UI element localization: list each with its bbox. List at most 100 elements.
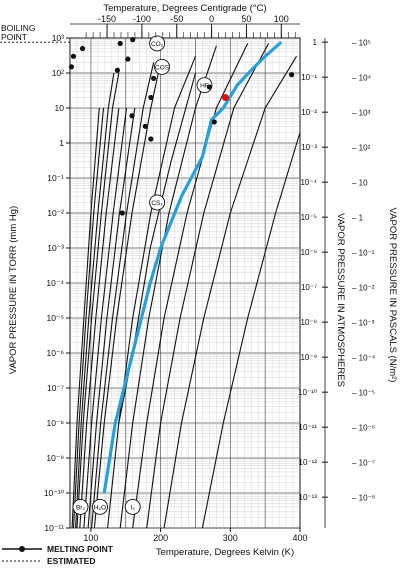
atm-tick-label: 10⁻¹ bbox=[301, 73, 317, 82]
series-label: I₂ bbox=[131, 504, 136, 511]
pa-tick-label: – 10 bbox=[352, 178, 368, 187]
series-label: CS₂ bbox=[151, 200, 163, 207]
atm-tick-label: 10⁻⁵ bbox=[301, 213, 317, 222]
atm-tick-label: 10⁻¹⁰ bbox=[298, 388, 317, 397]
top-axis-label: Temperature, Degrees Centigrade (°C) bbox=[103, 3, 266, 14]
left-tick-label: 10⁻⁵ bbox=[47, 313, 64, 323]
left-tick-label: 10⁻⁶ bbox=[47, 348, 64, 358]
series-line-s6 bbox=[83, 107, 128, 529]
left-tick-label: 10² bbox=[52, 68, 64, 78]
atm-tick-label: 10⁻² bbox=[301, 108, 317, 117]
left-tick-label: 10⁻⁸ bbox=[46, 418, 64, 428]
atm-tick-label: 10⁻³ bbox=[301, 143, 317, 152]
top-tick-label: -100 bbox=[133, 14, 151, 24]
series-line-s14 bbox=[146, 43, 270, 529]
left-tick-label: 10⁻⁹ bbox=[46, 453, 64, 463]
top-tick-label: -150 bbox=[98, 14, 116, 24]
pa-tick-label: – 10² bbox=[352, 143, 371, 152]
legend-estimated: ESTIMATED bbox=[47, 556, 95, 566]
left-tick-label: 10⁻³ bbox=[47, 243, 64, 253]
left-axis-label: VAPOR PRESSURE IN TORR (mm Hg) bbox=[8, 206, 19, 374]
left-tick-label: 10⁻¹ bbox=[47, 173, 64, 183]
series-line-s2 bbox=[72, 107, 105, 529]
atm-tick-label: 10⁻⁸ bbox=[301, 318, 318, 327]
melting-point-marker bbox=[129, 113, 135, 119]
boiling-point-label-2: POINT bbox=[1, 32, 27, 42]
melting-point-marker bbox=[119, 210, 125, 216]
melting-point-marker bbox=[142, 123, 148, 129]
melting-point-marker bbox=[206, 84, 212, 90]
series-label-circle bbox=[72, 498, 89, 515]
series-label: Br₂ bbox=[76, 504, 86, 511]
pa-axis-label: VAPOR PRESSURE IN PASCALS (N/m²) bbox=[387, 208, 398, 383]
series-label-circle bbox=[92, 498, 108, 515]
series-label: CO₂ bbox=[151, 41, 164, 48]
melting-point-marker bbox=[125, 56, 131, 62]
left-tick-label: 10³ bbox=[52, 33, 64, 43]
pa-tick-label: – 10⁻⁸ bbox=[352, 493, 375, 502]
melting-points bbox=[68, 37, 295, 216]
series-line-s5 bbox=[79, 107, 120, 529]
series-line-h2o bbox=[102, 40, 283, 494]
atm-axis-label: VAPOR PRESSURE IN ATMOSPHERES bbox=[335, 213, 346, 387]
series-label-circle bbox=[124, 498, 141, 515]
series-line-s3 bbox=[75, 72, 115, 529]
atm-tick-label: 10⁻⁷ bbox=[301, 283, 317, 292]
atm-tick-label: 10⁻¹³ bbox=[299, 493, 318, 502]
atm-tick-label: 10⁻⁴ bbox=[300, 178, 317, 187]
series-label-circle bbox=[154, 58, 170, 75]
melting-point-marker bbox=[211, 119, 217, 125]
bottom-axis-label: Temperature, Degrees Kelvin (K) bbox=[156, 547, 294, 558]
atm-tick-label: 10⁻¹² bbox=[299, 458, 318, 467]
series-line-s15 bbox=[163, 56, 297, 529]
series-line-s13 bbox=[132, 43, 249, 529]
boiling-point-label: BOILING bbox=[1, 23, 35, 33]
top-tick-label: -50 bbox=[170, 14, 183, 24]
series-label: COS bbox=[155, 64, 170, 71]
melting-point-marker bbox=[289, 72, 295, 78]
legend-melting-point: MELTING POINT bbox=[47, 544, 114, 554]
melting-point-marker bbox=[130, 37, 136, 43]
left-tick-label: 10⁻¹¹ bbox=[44, 523, 64, 533]
series-line-s9 bbox=[93, 62, 162, 529]
pa-tick-label: – 10⁻³ bbox=[352, 318, 375, 327]
pa-tick-label: – 10⁵ bbox=[352, 38, 371, 47]
left-tick-label: 10⁻⁷ bbox=[47, 383, 64, 393]
left-tick-label: 10⁻⁴ bbox=[46, 278, 64, 288]
series-line-s4 bbox=[76, 72, 120, 529]
melting-point-marker bbox=[148, 136, 154, 142]
atm-tick-label: 10⁻¹¹ bbox=[299, 423, 318, 432]
series-lines bbox=[71, 40, 301, 529]
atm-tick-label: 10⁻⁹ bbox=[300, 353, 317, 362]
series-line-s16 bbox=[201, 132, 301, 529]
chart-axes: Temperature, Degrees Centigrade (°C) Tem… bbox=[0, 3, 398, 558]
pa-tick-label: – 10⁻² bbox=[352, 283, 375, 292]
melting-point-marker bbox=[117, 40, 123, 47]
series-line-s8 bbox=[91, 62, 155, 529]
bottom-tick-label: 100 bbox=[83, 533, 98, 543]
melting-point-marker bbox=[114, 67, 120, 73]
left-tick-label: 10⁻¹⁰ bbox=[44, 488, 65, 498]
legend: MELTING POINT ESTIMATED bbox=[2, 544, 114, 566]
top-tick-label: 100 bbox=[274, 14, 289, 24]
pa-tick-label: – 10⁻⁷ bbox=[352, 458, 375, 467]
bottom-tick-label: 200 bbox=[153, 533, 168, 543]
atm-tick-label: 10⁻⁶ bbox=[301, 248, 317, 257]
top-tick-label: 50 bbox=[241, 14, 251, 24]
pa-tick-label: – 10⁻¹ bbox=[352, 248, 375, 257]
pa-tick-label: – 10⁻⁶ bbox=[352, 423, 375, 432]
melting-point-marker bbox=[151, 75, 157, 82]
pa-tick-label: – 1 bbox=[352, 213, 364, 222]
left-tick-label: 10⁻² bbox=[47, 208, 64, 218]
left-tick-label: 1 bbox=[59, 138, 64, 148]
pa-tick-label: – 10⁻⁵ bbox=[352, 388, 375, 397]
series-line-s11 bbox=[107, 56, 197, 529]
bottom-tick-label: 300 bbox=[223, 533, 238, 543]
series-line-s1 bbox=[71, 107, 100, 529]
series-line-s12 bbox=[119, 45, 217, 529]
series-label: H₂O bbox=[94, 504, 106, 511]
atm-tick-label: 1 bbox=[313, 38, 318, 47]
series-label: HF bbox=[200, 83, 209, 90]
series-label-circle bbox=[149, 194, 166, 211]
